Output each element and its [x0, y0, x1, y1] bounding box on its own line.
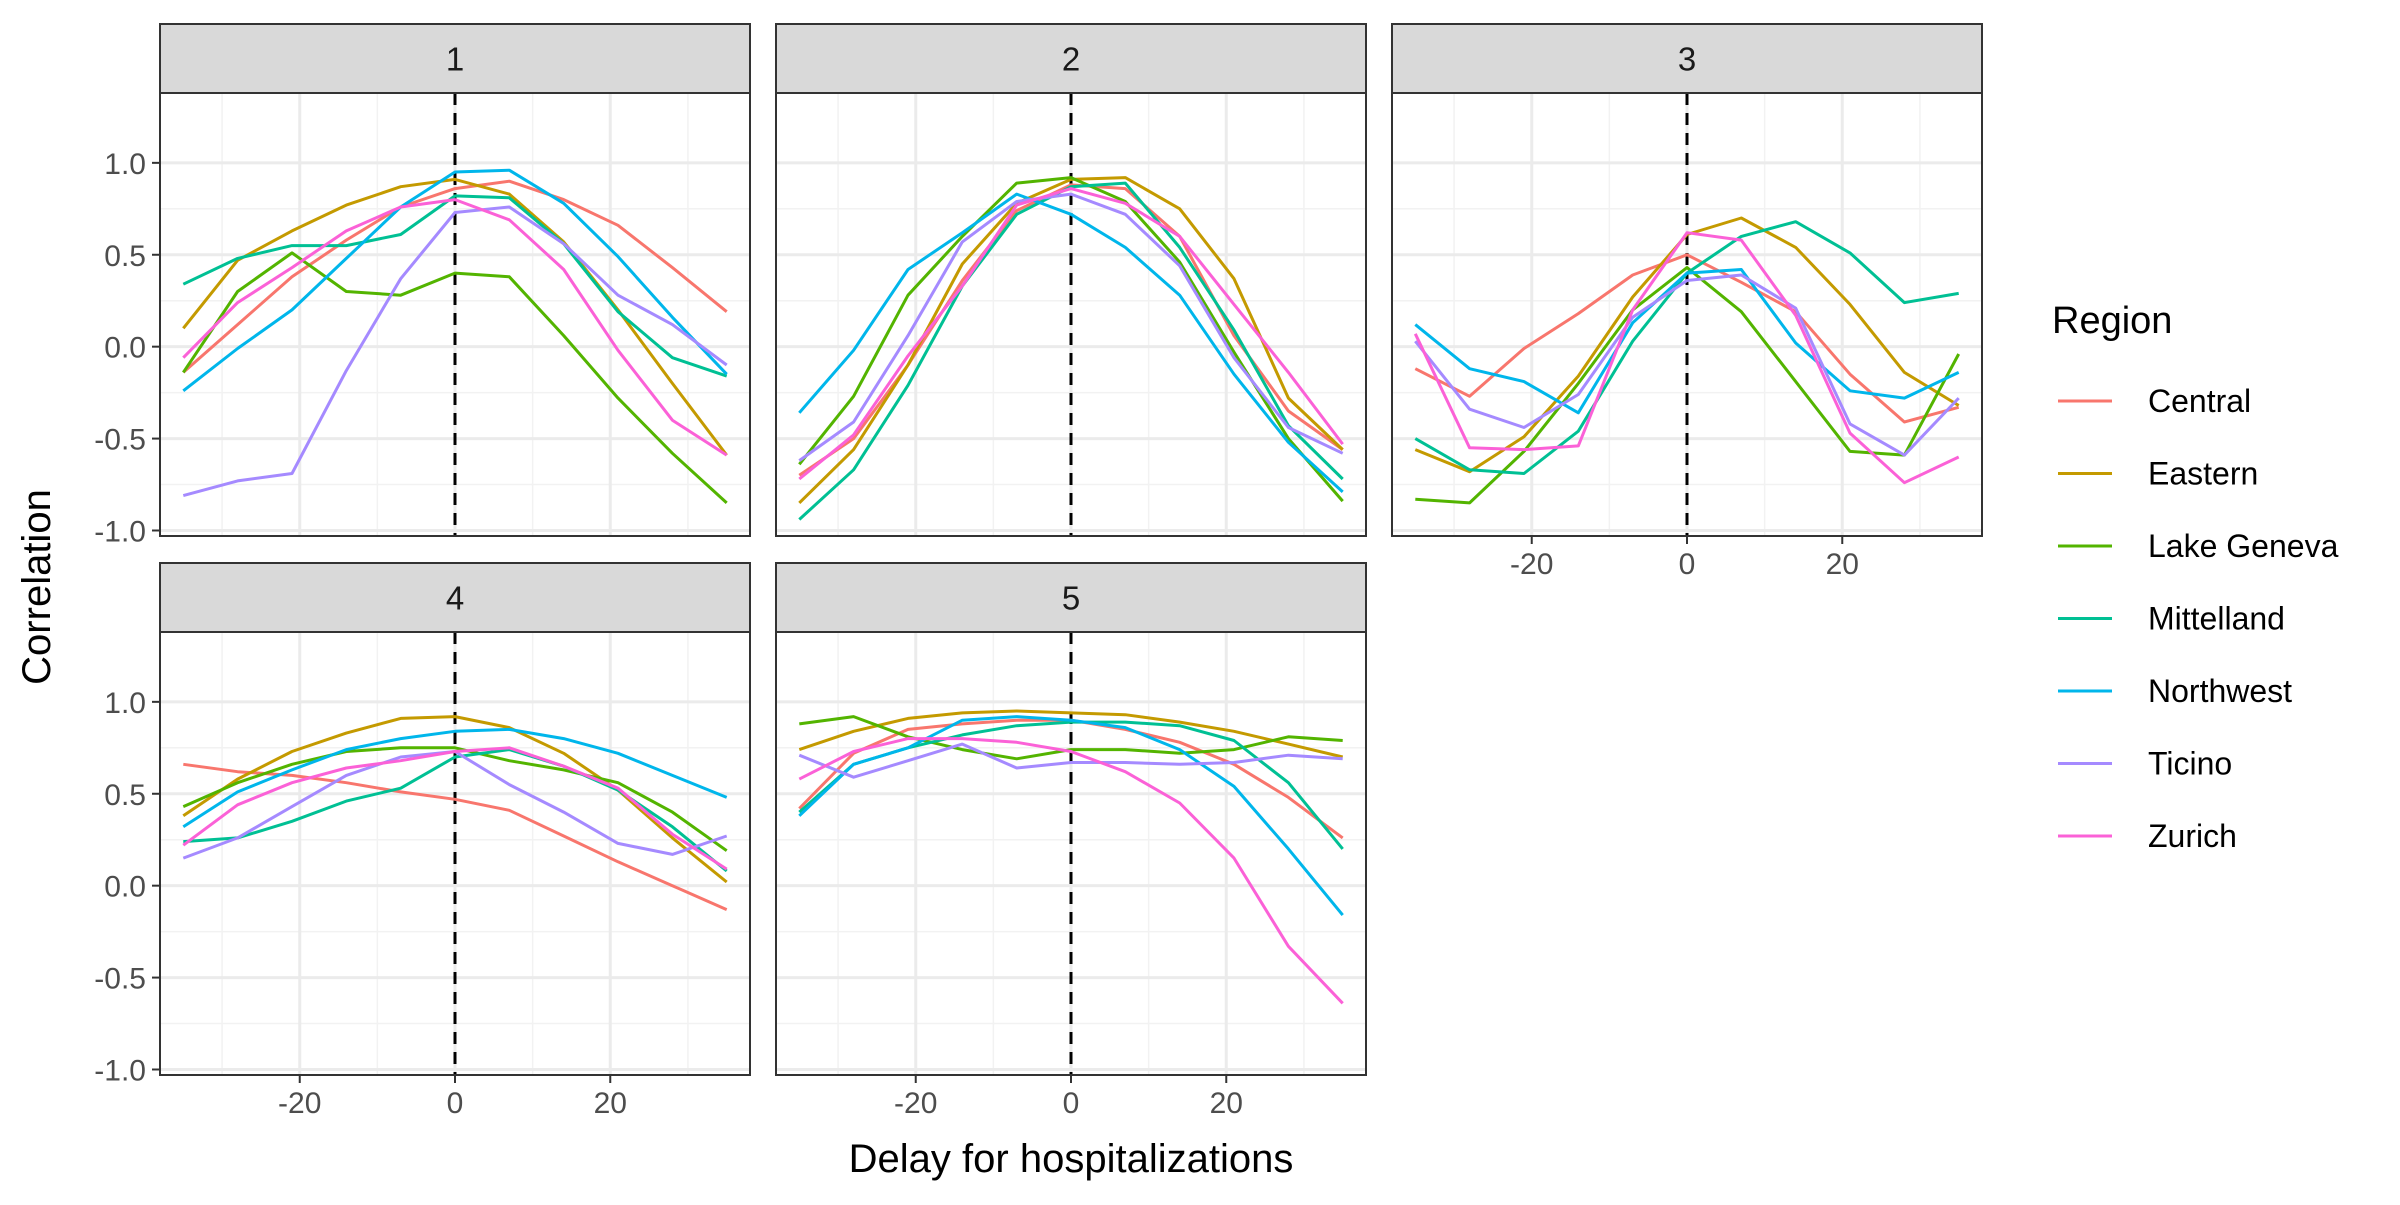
- series-line-northwest: [798, 192, 1344, 494]
- series-line-ticino: [182, 205, 728, 498]
- panel-border: [159, 92, 751, 537]
- legend-title: Region: [2052, 300, 2172, 342]
- series-line-central: [1414, 253, 1960, 424]
- legend-label: Zurich: [2148, 818, 2237, 854]
- legend-label: Eastern: [2148, 456, 2258, 492]
- y-tick-label: 0.0: [104, 871, 146, 904]
- series-line-lake-geneva: [182, 746, 728, 852]
- x-tick-label: 20: [594, 1087, 627, 1120]
- facet-label: 2: [1062, 41, 1080, 78]
- x-tick-label: -20: [894, 1087, 937, 1120]
- series-line-ticino: [798, 742, 1343, 779]
- series-line-ticino: [798, 192, 1344, 462]
- series-line-zurich: [798, 737, 1344, 1005]
- y-tick-label: -1.0: [94, 515, 146, 548]
- series-line-zurich: [182, 198, 728, 457]
- x-tick-label: 0: [447, 1087, 464, 1120]
- series-line-eastern: [182, 177, 728, 457]
- series-line-ticino: [1414, 273, 1960, 457]
- panel-border: [775, 92, 1367, 537]
- series-line-zurich: [798, 187, 1344, 481]
- facet-strip: [1391, 23, 1983, 94]
- y-tick-label: -0.5: [94, 424, 146, 457]
- series-line-northwest: [798, 715, 1344, 917]
- series-line-lake-geneva: [182, 251, 728, 505]
- facet-strip: [775, 562, 1367, 633]
- y-tick-label: -1.0: [94, 1054, 146, 1087]
- legend-label: Lake Geneva: [2148, 528, 2339, 564]
- series-line-central: [183, 762, 728, 911]
- x-tick-label: 20: [1210, 1087, 1243, 1120]
- panel-1: 1 -1.0 -0.5 0.0 0.5 1.0: [94, 23, 751, 548]
- facet-strip: [159, 23, 751, 94]
- legend-label: Mittelland: [2148, 601, 2285, 637]
- panel-5: 5 -20 0 20: [775, 562, 1367, 1120]
- panel-4: 4 -1.0 -0.5 0.0 0.5 1.0 -20 0 20: [94, 562, 751, 1120]
- series-line-central: [182, 179, 728, 374]
- x-tick-label: 0: [1063, 1087, 1080, 1120]
- y-axis-title: Correlation: [15, 489, 59, 685]
- series-line-eastern: [182, 715, 728, 884]
- y-tick-label: 0.5: [104, 240, 146, 273]
- y-tick-label: 1.0: [104, 148, 146, 181]
- series-line-mittelland: [182, 194, 728, 378]
- legend: Central Eastern Lake Geneva Mittelland North…: [2058, 383, 2339, 854]
- legend-label: Northwest: [2148, 673, 2292, 709]
- series-line-mittelland: [798, 181, 1344, 521]
- y-tick-label: -0.5: [94, 963, 146, 996]
- series-line-northwest: [182, 727, 728, 829]
- x-axis-title: Delay for hospitalizations: [849, 1137, 1294, 1181]
- y-tick-label: 0.0: [104, 332, 146, 365]
- x-tick-label: -20: [278, 1087, 321, 1120]
- y-tick-label: 1.0: [104, 687, 146, 720]
- series-line-lake-geneva: [1415, 266, 1961, 505]
- x-tick-label: 20: [1826, 548, 1859, 581]
- facet-label: 5: [1062, 580, 1080, 617]
- facet-strip: [159, 562, 751, 633]
- series-line-northwest: [182, 168, 728, 392]
- series-line-zurich: [182, 746, 728, 871]
- series-line-lake-geneva: [799, 715, 1343, 761]
- series-line-northwest: [1414, 268, 1960, 415]
- y-tick-label: 0.5: [104, 779, 146, 812]
- legend-label: Central: [2148, 383, 2251, 419]
- series-line-eastern: [798, 709, 1344, 759]
- panel-2: 2: [775, 23, 1367, 537]
- facet-strip: [775, 23, 1367, 94]
- facet-label: 3: [1678, 41, 1696, 78]
- facet-label: 1: [446, 41, 464, 78]
- series-line-zurich: [1413, 231, 1960, 485]
- x-tick-label: 0: [1679, 548, 1696, 581]
- x-tick-label: -20: [1510, 548, 1553, 581]
- legend-label: Ticino: [2148, 746, 2232, 782]
- panel-3: 3 -20 0 20: [1391, 23, 1983, 581]
- facet-label: 4: [446, 580, 464, 617]
- series-line-eastern: [798, 176, 1344, 504]
